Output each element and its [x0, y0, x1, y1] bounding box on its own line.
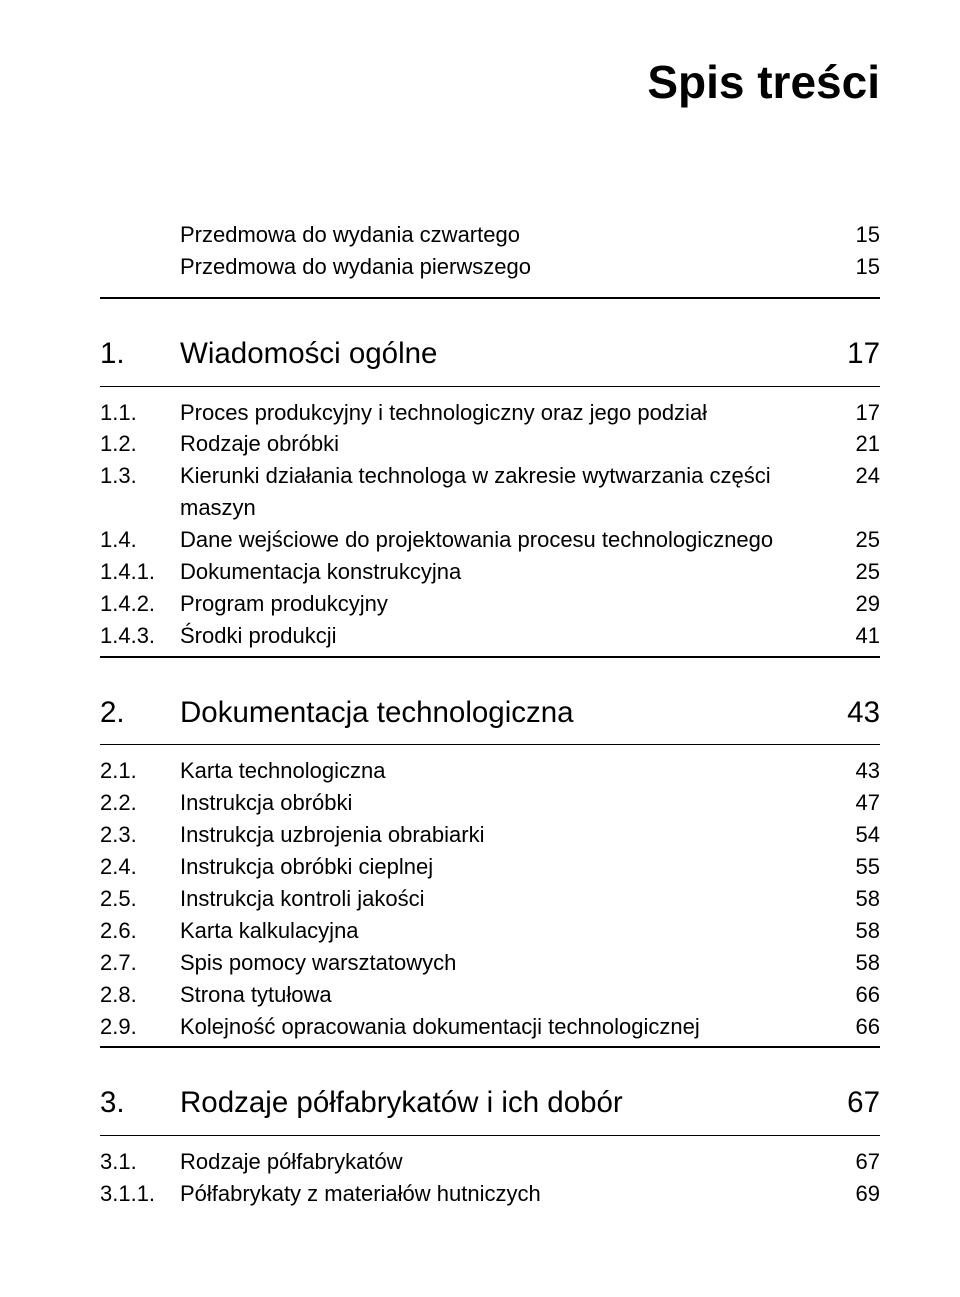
divider: [100, 297, 880, 299]
toc-entry: 1.1. Proces produkcyjny i technologiczny…: [100, 397, 880, 429]
toc-entry: 1.4.2. Program produkcyjny 29: [100, 588, 880, 620]
page-title: Spis treści: [100, 55, 880, 109]
entry-page: 54: [830, 819, 880, 851]
entry-num: 2.2.: [100, 787, 180, 819]
entry-page: 58: [830, 915, 880, 947]
toc-entry: 2.2. Instrukcja obróbki 47: [100, 787, 880, 819]
entry-label: Rodzaje obróbki: [180, 428, 830, 460]
entry-num: 3.1.1.: [100, 1178, 180, 1210]
frontmatter-block: Przedmowa do wydania czwartego 15 Przedm…: [100, 219, 880, 283]
toc-page: Spis treści Przedmowa do wydania czwarte…: [0, 0, 960, 1297]
entry-label: Dane wejściowe do projektowania procesu …: [180, 524, 830, 556]
entry-label: Kierunki działania technologa w zakresie…: [180, 460, 830, 524]
chapter-page: 67: [830, 1082, 880, 1125]
chapter-num: 3.: [100, 1082, 180, 1125]
entry-label: Instrukcja obróbki: [180, 787, 830, 819]
toc-chapter: 2. Dokumentacja technologiczna 43: [100, 692, 880, 735]
toc-entry: 1.4.3. Środki produkcji 41: [100, 620, 880, 652]
entry-page: 58: [830, 883, 880, 915]
divider: [100, 1135, 880, 1136]
entry-num: 1.3.: [100, 460, 180, 492]
entry-num: 2.8.: [100, 979, 180, 1011]
toc-entry: 2.7. Spis pomocy warsztatowych 58: [100, 947, 880, 979]
chapter-num: 2.: [100, 692, 180, 735]
entry-num: 1.4.: [100, 524, 180, 556]
chapter-page: 43: [830, 692, 880, 735]
toc-entry: 2.5. Instrukcja kontroli jakości 58: [100, 883, 880, 915]
entry-label: Instrukcja uzbrojenia obrabiarki: [180, 819, 830, 851]
toc-entry: 1.4.1. Dokumentacja konstrukcyjna 25: [100, 556, 880, 588]
toc-entry: 2.3. Instrukcja uzbrojenia obrabiarki 54: [100, 819, 880, 851]
chapter-label: Rodzaje półfabrykatów i ich dobór: [180, 1082, 830, 1125]
entry-page: 66: [830, 1011, 880, 1043]
entry-num: 2.6.: [100, 915, 180, 947]
entry-label: Środki produkcji: [180, 620, 830, 652]
entry-label: Instrukcja kontroli jakości: [180, 883, 830, 915]
entry-num: 1.1.: [100, 397, 180, 429]
front-page: 15: [830, 219, 880, 251]
entry-page: 69: [830, 1178, 880, 1210]
toc-entry: 2.4. Instrukcja obróbki cieplnej 55: [100, 851, 880, 883]
entry-page: 17: [830, 397, 880, 429]
entry-num: 2.9.: [100, 1011, 180, 1043]
toc-entry: 2.8. Strona tytułowa 66: [100, 979, 880, 1011]
front-page: 15: [830, 251, 880, 283]
entry-label: Rodzaje półfabrykatów: [180, 1146, 830, 1178]
entry-page: 25: [830, 524, 880, 556]
entry-num: 1.2.: [100, 428, 180, 460]
toc-entry: 3.1. Rodzaje półfabrykatów 67: [100, 1146, 880, 1178]
toc-entry: 2.6. Karta kalkulacyjna 58: [100, 915, 880, 947]
toc-entry: 1.4. Dane wejściowe do projektowania pro…: [100, 524, 880, 556]
entry-page: 24: [830, 460, 880, 492]
toc-entry: 2.9. Kolejność opracowania dokumentacji …: [100, 1011, 880, 1043]
entry-num: 1.4.1.: [100, 556, 180, 588]
entry-page: 25: [830, 556, 880, 588]
entry-label: Karta technologiczna: [180, 755, 830, 787]
toc-front-entry: Przedmowa do wydania pierwszego 15: [100, 251, 880, 283]
entry-label: Instrukcja obróbki cieplnej: [180, 851, 830, 883]
entry-page: 58: [830, 947, 880, 979]
entry-page: 47: [830, 787, 880, 819]
chapter-page: 17: [830, 333, 880, 376]
entry-label: Kolejność opracowania dokumentacji techn…: [180, 1011, 830, 1043]
toc-chapter: 3. Rodzaje półfabrykatów i ich dobór 67: [100, 1082, 880, 1125]
entry-num: 2.4.: [100, 851, 180, 883]
entry-num: 3.1.: [100, 1146, 180, 1178]
toc-front-entry: Przedmowa do wydania czwartego 15: [100, 219, 880, 251]
entry-label: Program produkcyjny: [180, 588, 830, 620]
entry-label: Strona tytułowa: [180, 979, 830, 1011]
toc-entry: 1.2. Rodzaje obróbki 21: [100, 428, 880, 460]
entry-page: 41: [830, 620, 880, 652]
front-label: Przedmowa do wydania czwartego: [180, 219, 830, 251]
chapter-label: Dokumentacja technologiczna: [180, 692, 830, 735]
entry-num: 1.4.2.: [100, 588, 180, 620]
entry-label: Karta kalkulacyjna: [180, 915, 830, 947]
divider: [100, 744, 880, 745]
chapter-label: Wiadomości ogólne: [180, 333, 830, 376]
entry-label: Półfabrykaty z materiałów hutniczych: [180, 1178, 830, 1210]
entry-num: 1.4.3.: [100, 620, 180, 652]
entry-page: 43: [830, 755, 880, 787]
toc-entry: 3.1.1. Półfabrykaty z materiałów hutnicz…: [100, 1178, 880, 1210]
toc-entry: 1.3. Kierunki działania technologa w zak…: [100, 460, 880, 524]
entry-page: 67: [830, 1146, 880, 1178]
entry-page: 55: [830, 851, 880, 883]
divider: [100, 656, 880, 658]
divider: [100, 386, 880, 387]
entry-page: 29: [830, 588, 880, 620]
entry-num: 2.1.: [100, 755, 180, 787]
divider: [100, 1046, 880, 1048]
front-label: Przedmowa do wydania pierwszego: [180, 251, 830, 283]
entry-label: Dokumentacja konstrukcyjna: [180, 556, 830, 588]
chapter-num: 1.: [100, 333, 180, 376]
toc-chapter: 1. Wiadomości ogólne 17: [100, 333, 880, 376]
toc-entry: 2.1. Karta technologiczna 43: [100, 755, 880, 787]
entry-page: 66: [830, 979, 880, 1011]
entry-label: Spis pomocy warsztatowych: [180, 947, 830, 979]
entry-num: 2.5.: [100, 883, 180, 915]
entry-num: 2.3.: [100, 819, 180, 851]
entry-page: 21: [830, 428, 880, 460]
entry-num: 2.7.: [100, 947, 180, 979]
entry-label: Proces produkcyjny i technologiczny oraz…: [180, 397, 830, 429]
